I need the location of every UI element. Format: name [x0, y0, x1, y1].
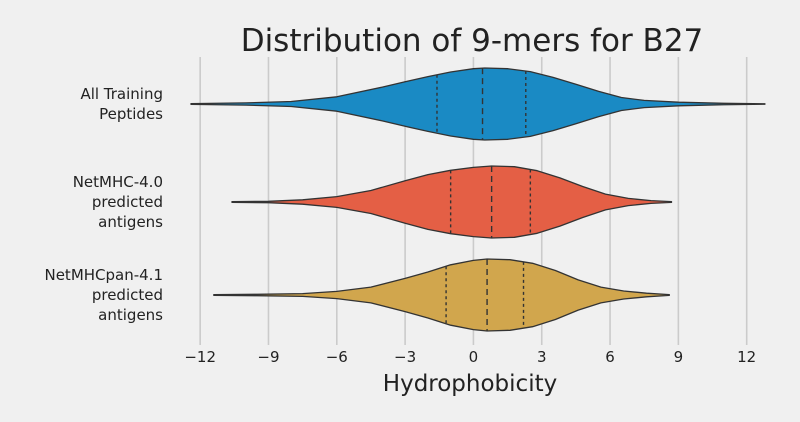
- x-tick-label: −6: [326, 348, 348, 366]
- x-tick-label: −9: [257, 348, 279, 366]
- y-category-label: predicted: [92, 193, 163, 211]
- violin-1: [231, 165, 673, 239]
- x-tick-label: 0: [469, 348, 479, 366]
- x-tick-label: −12: [184, 348, 216, 366]
- y-category-label: NetMHC-4.0: [73, 173, 163, 191]
- x-axis-ticks: −12 −9 −6 −3 0 3 6 9 12: [184, 348, 756, 366]
- y-category-label: predicted: [92, 286, 163, 304]
- y-category-label: antigens: [98, 213, 163, 231]
- x-tick-label: 9: [674, 348, 684, 366]
- y-axis-labels: All Training Peptides NetMHC-4.0 predicted a…: [44, 85, 163, 324]
- y-category-label: NetMHCpan-4.1: [44, 266, 163, 284]
- violins: [190, 67, 766, 332]
- y-category-label: antigens: [98, 306, 163, 324]
- x-axis-label: Hydrophobicity: [383, 371, 557, 397]
- y-category-label: Peptides: [99, 105, 163, 123]
- violin-2: [213, 258, 670, 332]
- chart-title: Distribution of 9-mers for B27: [241, 23, 704, 59]
- x-tick-label: 12: [737, 348, 756, 366]
- y-category-label: All Training: [80, 85, 163, 103]
- x-tick-label: 6: [605, 348, 615, 366]
- violin-0: [190, 67, 766, 141]
- x-tick-label: 3: [537, 348, 547, 366]
- x-tick-label: −3: [394, 348, 416, 366]
